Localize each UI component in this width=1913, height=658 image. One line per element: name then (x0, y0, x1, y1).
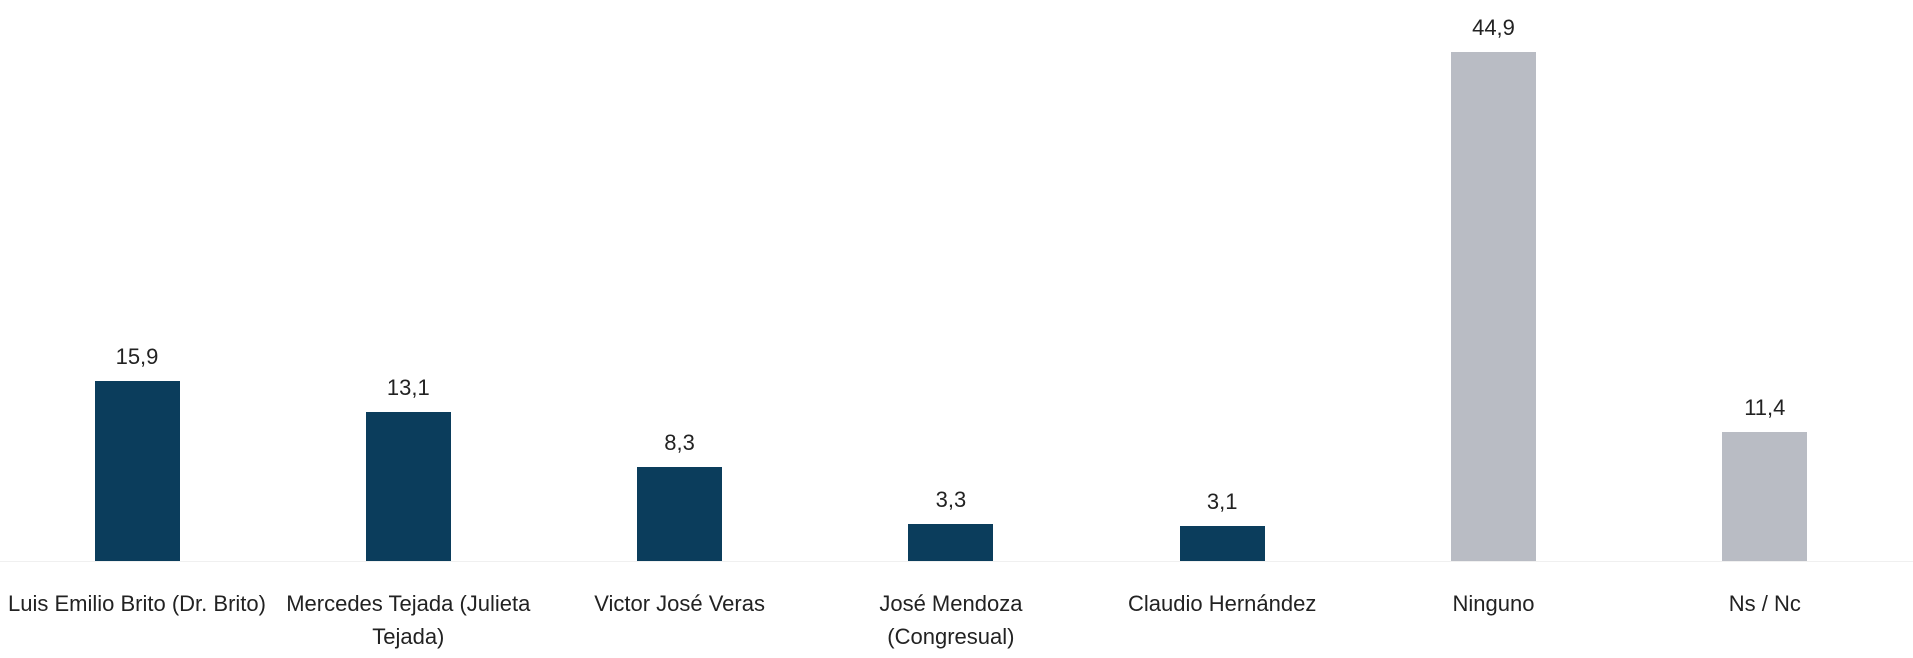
category-label: Ninguno (1452, 591, 1535, 616)
bar (1722, 431, 1808, 561)
category-label: Ns / Nc (1728, 591, 1801, 616)
bar (908, 523, 994, 561)
category-label: Claudio Hernández (1128, 591, 1317, 616)
bar (365, 412, 451, 561)
category-label: Mercedes Tejada (Julieta Tejada) (286, 591, 531, 649)
value-label: 3,3 (935, 486, 967, 512)
baseline (0, 561, 1913, 562)
value-label: 8,3 (664, 429, 695, 455)
bar (94, 380, 180, 561)
value-label: 13,1 (386, 375, 430, 401)
value-label: 44,9 (1472, 15, 1515, 40)
bar (637, 466, 723, 561)
value-label: 3,1 (1206, 488, 1238, 514)
category-label: Luis Emilio Brito (Dr. Brito) (8, 591, 266, 616)
bar (1451, 52, 1536, 561)
value-label: 11,4 (1744, 394, 1786, 420)
category-label: Victor José Veras (594, 591, 765, 616)
category-label: José Mendoza (Congresual) (879, 591, 1023, 649)
bar (1179, 525, 1265, 561)
value-label: 15,9 (115, 343, 159, 369)
